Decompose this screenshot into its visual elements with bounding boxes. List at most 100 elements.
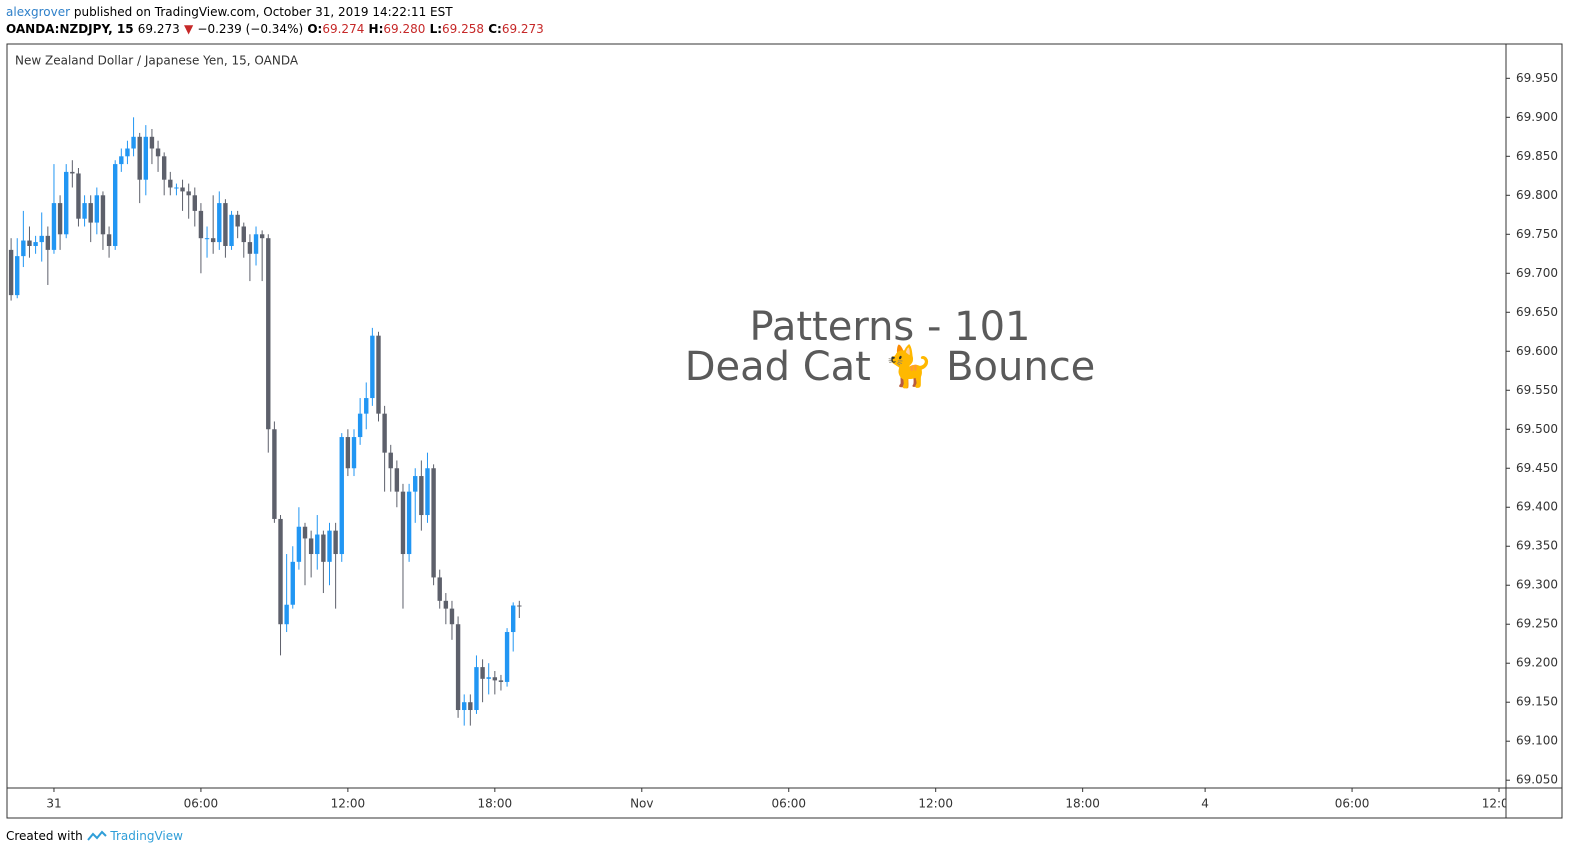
candle-body <box>468 702 473 711</box>
candle-body <box>8 249 14 296</box>
candle-body <box>388 452 393 469</box>
y-tick-label: 69.500 <box>1516 422 1558 436</box>
candle-body <box>149 136 155 149</box>
y-tick-label: 69.750 <box>1516 227 1558 241</box>
y-tick-label: 69.450 <box>1516 461 1558 475</box>
y-tick-label: 69.250 <box>1516 617 1558 631</box>
candle-body <box>345 437 351 469</box>
candle-body <box>94 195 100 223</box>
candle-body <box>88 203 93 223</box>
y-tick-label: 69.850 <box>1516 149 1558 163</box>
candle-body <box>498 680 504 682</box>
change-arrow: ▼ <box>183 22 194 36</box>
candle-body <box>51 203 57 250</box>
candle-body <box>510 605 516 633</box>
candle-body <box>382 413 387 453</box>
c-label: C: <box>488 22 502 36</box>
candle-body <box>278 518 283 625</box>
y-tick-label: 69.300 <box>1516 578 1558 592</box>
candle-body <box>492 677 498 681</box>
candle-body <box>327 530 332 562</box>
candle-body <box>302 526 308 539</box>
candle-body <box>431 468 436 578</box>
candle-body <box>33 242 38 246</box>
x-tick-label: 12:00 <box>918 797 953 811</box>
y-tick-label: 69.950 <box>1516 71 1558 85</box>
candle-body <box>462 702 467 711</box>
candle-body <box>204 238 210 240</box>
y-tick-label: 69.700 <box>1516 266 1558 280</box>
candle-body <box>339 437 344 555</box>
tv-logo <box>86 830 107 841</box>
author[interactable]: alexgrover <box>6 5 71 19</box>
candle-body <box>413 476 418 492</box>
brand[interactable]: TradingView <box>110 829 183 843</box>
candle-body <box>351 437 357 469</box>
candle-body <box>290 561 295 605</box>
candle-body <box>210 238 216 243</box>
candle-body <box>161 156 167 180</box>
candle-body <box>192 195 197 211</box>
legend-title: New Zealand Dollar / Japanese Yen, 15, O… <box>15 54 299 68</box>
candle-body <box>70 171 75 174</box>
symbol: OANDA:NZDJPY, 15 <box>6 22 134 36</box>
candle-body <box>57 203 63 235</box>
y-tick-label: 69.400 <box>1516 500 1558 514</box>
x-tick-label: 06:00 <box>1335 797 1370 811</box>
annotation: Patterns - 101 <box>750 304 1031 350</box>
symbol-line: OANDA:NZDJPY, 15 69.273 ▼ −0.239 (−0.34%… <box>6 22 544 36</box>
candle-body <box>480 667 485 679</box>
candle-body <box>186 191 191 196</box>
publish-line: alexgrover published on TradingView.com,… <box>6 5 453 19</box>
candle-body <box>76 173 81 219</box>
o-label: O: <box>307 22 323 36</box>
candle-body <box>241 226 246 243</box>
candle-body <box>253 234 259 254</box>
candle-body <box>376 335 381 414</box>
candle-body <box>125 148 130 157</box>
last-price: 69.273 <box>137 22 180 36</box>
chart-frame <box>6 43 1563 819</box>
y-tick-label: 69.100 <box>1516 734 1558 748</box>
x-tick-label: 06:00 <box>771 797 806 811</box>
y-tick-label: 69.350 <box>1516 539 1558 553</box>
y-tick-label: 69.650 <box>1516 305 1558 319</box>
change: −0.239 (−0.34%) <box>197 22 304 36</box>
candle-body <box>106 234 112 246</box>
candle-body <box>64 171 69 235</box>
x-tick-label: 18:00 <box>478 797 513 811</box>
time-axis: 31 06:00 12:00 18:00 Nov 06:00 12:00 18:00 4 06:0… <box>46 788 1517 811</box>
candle-body <box>315 534 320 555</box>
created-with: Created with <box>6 829 83 843</box>
candle-body <box>143 136 149 180</box>
candle-body <box>21 240 26 257</box>
y-tick-label: 69.600 <box>1516 344 1558 358</box>
candle-body <box>247 242 253 254</box>
candle-body <box>425 468 430 516</box>
candle-body <box>504 632 510 682</box>
candle-body <box>27 240 32 246</box>
candle-body <box>455 624 461 711</box>
candle-body <box>266 238 271 430</box>
candle-body <box>443 600 449 609</box>
y-tick-label: 69.050 <box>1516 773 1558 787</box>
candle-body <box>155 148 161 157</box>
candle-body <box>296 526 302 562</box>
candle-body <box>112 164 118 246</box>
published: published on TradingView.com, October 31… <box>73 5 453 19</box>
candle-body <box>174 187 179 189</box>
candle-body <box>419 476 424 516</box>
h-label: H: <box>368 22 384 36</box>
x-tick-label: 12:00 <box>1482 797 1517 811</box>
x-tick-label: 31 <box>46 797 61 811</box>
y-tick-label: 69.200 <box>1516 656 1558 670</box>
candle-body <box>235 214 240 227</box>
candle-body <box>45 235 51 250</box>
candle-body <box>370 335 375 399</box>
candle-body <box>82 203 87 219</box>
candle-body <box>272 429 277 519</box>
candle-body <box>198 210 204 239</box>
candle-body <box>406 491 412 555</box>
